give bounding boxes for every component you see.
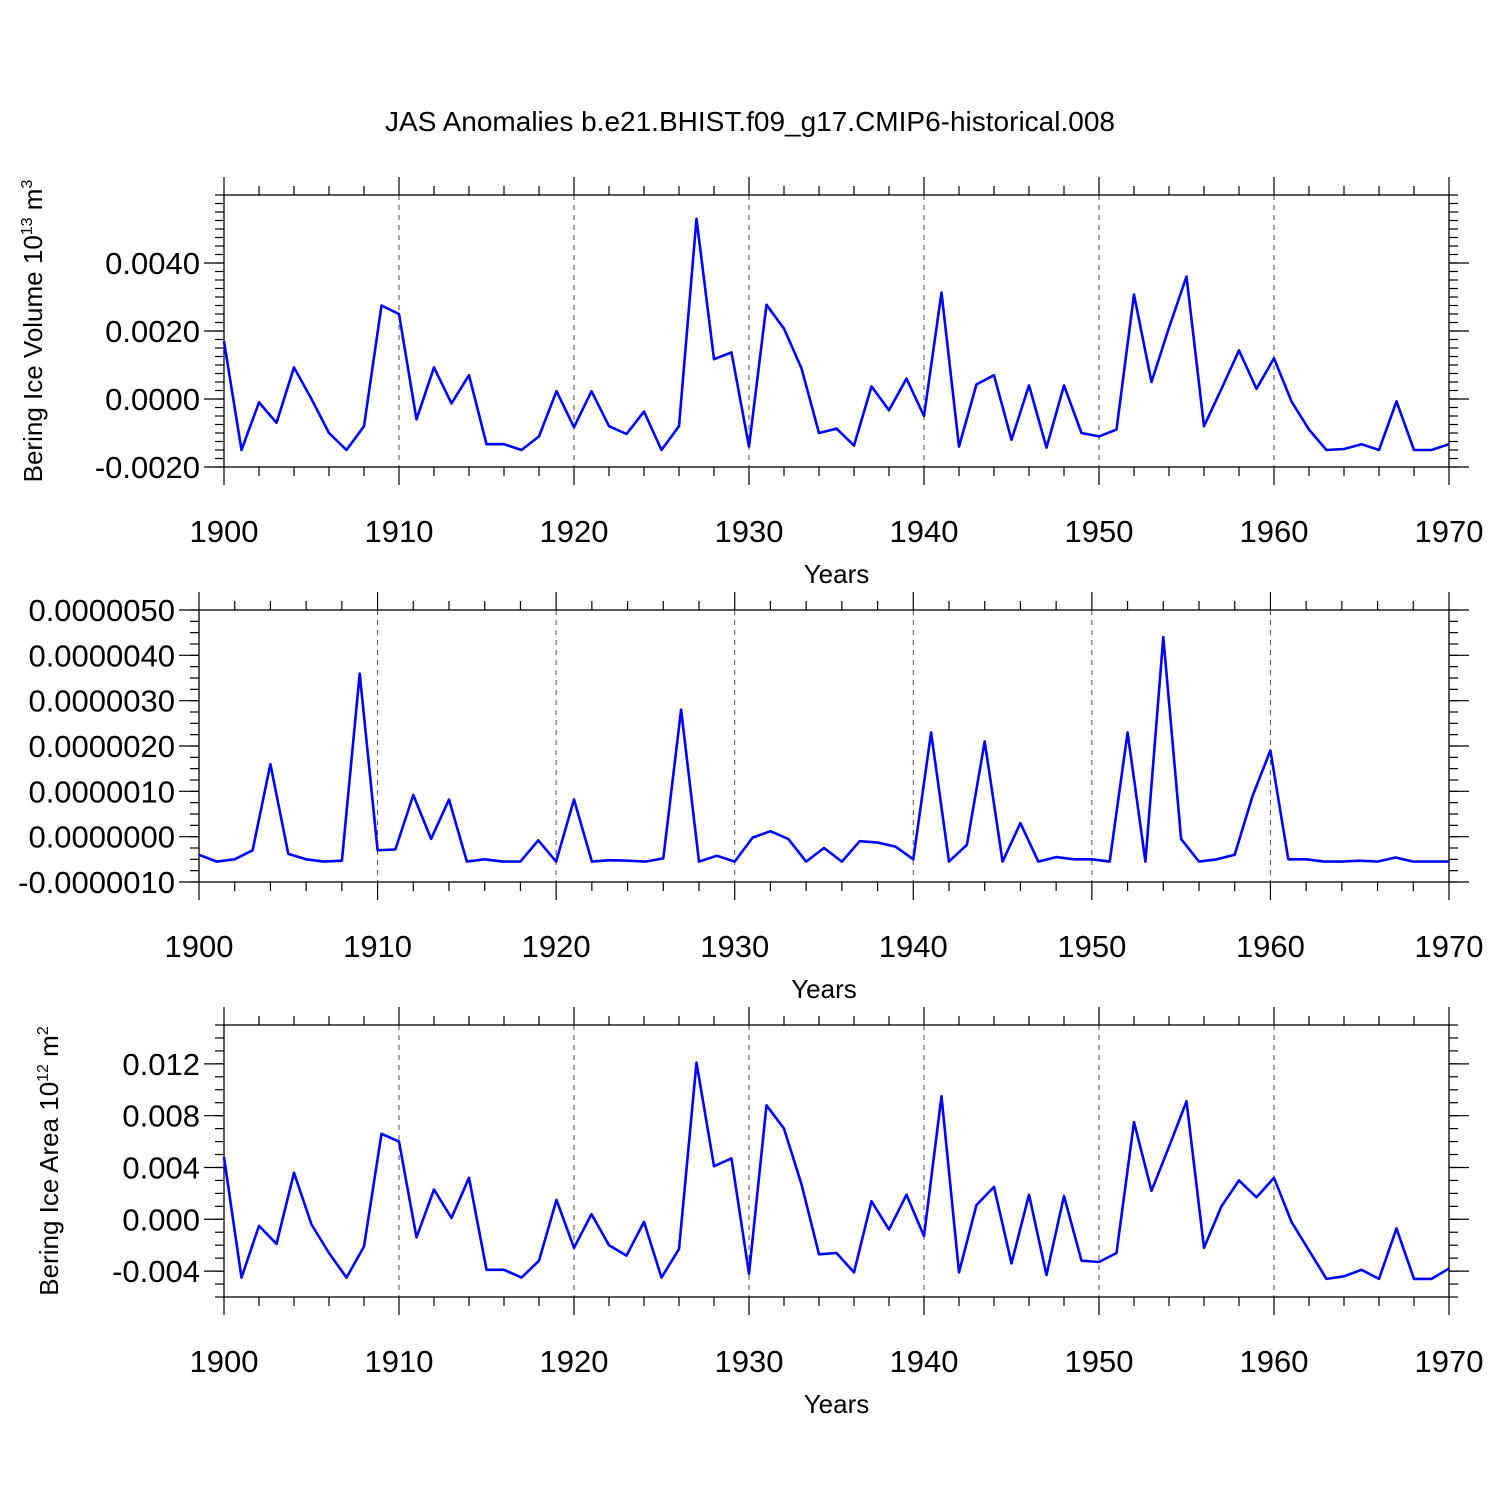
y-tick-label: -0.0000010 [18,865,175,900]
x-tick-label: 1970 [1415,514,1484,549]
y-tick-label: 0.0000030 [28,684,175,719]
y-tick-label: 0.004 [122,1150,200,1185]
x-tick-label: 1950 [1065,514,1134,549]
y-axis-title: Bering Ice Area 1012 m2 [34,1026,64,1296]
y-tick-label: 0.012 [122,1047,200,1082]
y-axis-title: Bering Ice Volume 1013 m3 [18,180,48,483]
x-tick-label: 1970 [1415,929,1484,964]
chart-title: JAS Anomalies b.e21.BHIST.f09_g17.CMIP6-… [385,106,1115,137]
x-tick-label: 1970 [1415,1344,1484,1379]
x-tick-label: 1900 [190,514,259,549]
y-tick-label: 0.0040 [105,246,200,281]
x-tick-label: 1940 [879,929,948,964]
x-tick-label: 1910 [343,929,412,964]
x-tick-label: 1940 [890,1344,959,1379]
y-tick-label: 0.0000 [105,382,200,417]
y-tick-label: 0.0000020 [28,729,175,764]
y-tick-label: 0.0000040 [28,638,175,673]
x-tick-label: 1960 [1240,1344,1309,1379]
y-tick-label: 0.0000010 [28,774,175,809]
y-tick-label: 0.0020 [105,314,200,349]
x-tick-label: 1930 [715,1344,784,1379]
y-tick-label: 0.0000050 [28,593,175,628]
panel-2: -0.0000010 0.0000000 0.0000010 0.0000020 0.0… [18,592,1483,1004]
x-axis-title: Years [804,1389,870,1419]
y-tick-label: -0.004 [112,1254,200,1289]
panel-1: -0.0020 0.0000 0.0020 0.0040 1900 1910 1920 193… [18,177,1483,589]
x-axis-title: Years [791,974,857,1004]
x-tick-label: 1920 [540,1344,609,1379]
y-tick-label: 0.000 [122,1202,200,1237]
x-axis-title: Years [804,559,870,589]
y-tick-label: 0.0000000 [28,820,175,855]
x-tick-label: 1900 [190,1344,259,1379]
x-tick-label: 1940 [890,514,959,549]
x-tick-label: 1930 [700,929,769,964]
x-tick-label: 1960 [1240,514,1309,549]
x-tick-label: 1950 [1057,929,1126,964]
y-tick-label: 0.008 [122,1099,200,1134]
x-tick-label: 1910 [365,1344,434,1379]
x-tick-label: 1920 [522,929,591,964]
x-tick-label: 1900 [165,929,234,964]
y-tick-label: -0.0020 [95,450,200,485]
x-tick-label: 1910 [365,514,434,549]
panel-3: -0.004 0.000 0.004 0.008 0.012 1900 1910 1920 19… [34,1007,1483,1419]
x-tick-label: 1950 [1065,1344,1134,1379]
x-tick-label: 1960 [1236,929,1305,964]
x-tick-label: 1930 [715,514,784,549]
x-tick-label: 1920 [540,514,609,549]
